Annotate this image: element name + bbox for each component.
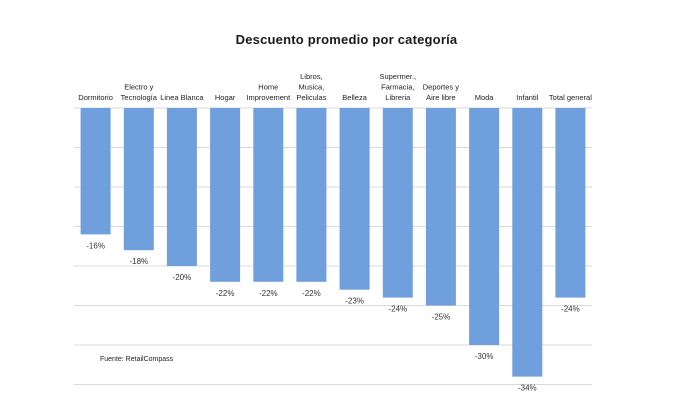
category-label-4-line-1: Improvement bbox=[246, 93, 291, 102]
category-label-9-line-0: Moda bbox=[475, 93, 495, 102]
bar-2 bbox=[166, 108, 197, 266]
category-label-10-line-0: Infantil bbox=[516, 93, 538, 102]
data-label-7: -24% bbox=[388, 305, 407, 314]
data-label-2: -20% bbox=[173, 273, 192, 282]
data-label-10: -34% bbox=[518, 384, 537, 393]
bar-7 bbox=[382, 108, 413, 298]
category-label-9: Moda bbox=[475, 93, 495, 102]
bar-4 bbox=[253, 108, 284, 282]
category-label-5: Libros, Musica, Peliculas bbox=[296, 72, 326, 102]
category-label-3: Hogar bbox=[215, 93, 236, 102]
data-label-1: -18% bbox=[129, 257, 148, 266]
category-label-4-line-0: Home bbox=[258, 83, 278, 92]
category-label-0-line-0: Dormitorio bbox=[78, 93, 113, 102]
category-label-8: Deportes y Aire libre bbox=[423, 83, 460, 103]
source-note: Fuente: RetailCompass bbox=[100, 356, 174, 363]
data-label-8: -25% bbox=[432, 313, 451, 322]
category-label-4: Home Improvement bbox=[246, 83, 291, 103]
data-label-5: -22% bbox=[302, 289, 321, 298]
bar-10 bbox=[512, 108, 543, 377]
data-label-3: -22% bbox=[216, 289, 235, 298]
category-label-6: Belleza bbox=[342, 93, 367, 102]
category-label-7-line-0: Supermer., bbox=[379, 72, 416, 81]
category-label-10: Infantil bbox=[516, 93, 538, 102]
data-label-11: -24% bbox=[561, 305, 580, 314]
category-label-1: Electro y Tecnología bbox=[121, 83, 158, 103]
data-label-4: -22% bbox=[259, 289, 278, 298]
category-label-0: Dormitorio bbox=[78, 93, 113, 102]
category-label-11-line-0: Total general bbox=[549, 93, 592, 102]
bar-11 bbox=[555, 108, 586, 298]
category-label-5-line-1: Musica, bbox=[298, 83, 324, 92]
category-label-1-line-0: Electro y bbox=[124, 83, 153, 92]
category-label-8-line-0: Deportes y bbox=[423, 83, 460, 92]
category-label-5-line-2: Peliculas bbox=[296, 93, 326, 102]
category-label-3-line-0: Hogar bbox=[215, 93, 236, 102]
category-label-1-line-1: Tecnología bbox=[121, 93, 158, 102]
bar-8 bbox=[425, 108, 456, 306]
bar-5 bbox=[296, 108, 327, 282]
bar-0 bbox=[80, 108, 111, 235]
bar-9 bbox=[469, 108, 500, 345]
data-label-6: -23% bbox=[345, 297, 364, 306]
category-label-5-line-0: Libros, bbox=[300, 72, 323, 81]
category-label-7-line-1: Farmacia, bbox=[381, 83, 414, 92]
category-label-7: Supermer., Farmacia, Libreria bbox=[379, 72, 416, 102]
data-label-9: -30% bbox=[475, 352, 494, 361]
category-label-8-line-1: Aire libre bbox=[426, 93, 456, 102]
bar-6 bbox=[339, 108, 370, 290]
data-label-0: -16% bbox=[86, 241, 105, 250]
category-label-11: Total general bbox=[549, 93, 592, 102]
bar-3 bbox=[210, 108, 241, 282]
category-label-2: Linea Blanca bbox=[160, 93, 204, 102]
bar-1 bbox=[123, 108, 154, 251]
category-label-7-line-2: Libreria bbox=[385, 93, 411, 102]
chart-title: Descuento promedio por categoría bbox=[235, 32, 458, 47]
category-label-2-line-0: Linea Blanca bbox=[160, 93, 204, 102]
category-label-6-line-0: Belleza bbox=[342, 93, 367, 102]
